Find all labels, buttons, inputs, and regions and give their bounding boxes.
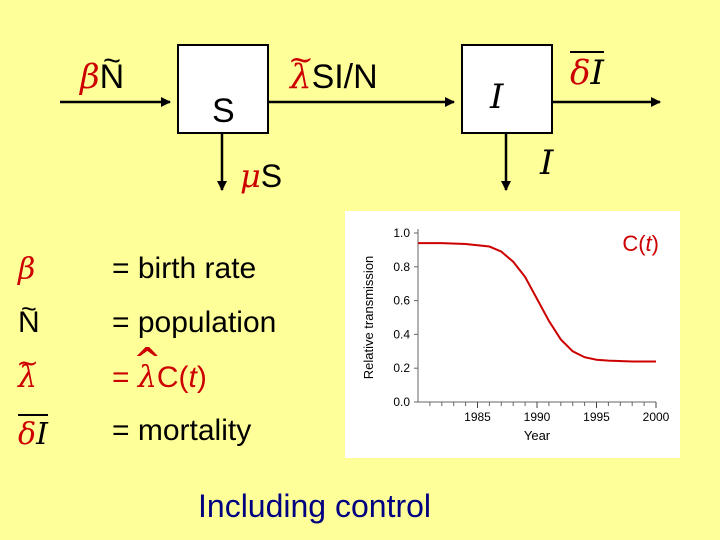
chart-svg: 0.0 0.2 0.4 0.6 0.8 1.0 1985 1990 1995 2000 Year Re…	[361, 226, 670, 443]
infection-term: SI/N	[311, 58, 378, 96]
mu-symbol: μ	[240, 157, 261, 195]
transmission-series-line	[418, 242, 656, 363]
transmission-chart: 0.0 0.2 0.4 0.6 0.8 1.0 1985 1990 1995 2000 Year Re…	[345, 211, 680, 458]
y-tick-label: 0.4	[393, 327, 410, 341]
x-tick-label: 1990	[524, 410, 551, 424]
legend-lambda-eq: =	[112, 361, 138, 394]
legend-lambda-tilde-symbol: λ	[18, 360, 37, 395]
legend-beta-symbol: β	[18, 252, 36, 287]
y-tick-label: 0.6	[393, 294, 410, 308]
lambda-symbol: λ	[290, 60, 312, 94]
legend-delta-symbol: δ	[18, 417, 37, 452]
x-tick-label: 2000	[643, 410, 670, 424]
y-tick-label: 0.0	[393, 395, 410, 409]
infection-flow-label: λSI/N	[290, 60, 378, 94]
legend-delta-var: I	[36, 417, 48, 452]
box-i-var: I	[490, 77, 504, 117]
legend-population-text: = population	[112, 306, 277, 339]
chart-annotation-ct: C(t)	[622, 231, 659, 256]
y-tick-label: 0.8	[393, 260, 410, 274]
natural-death-i-var: I	[540, 143, 554, 183]
footer-caption: Including control	[198, 488, 432, 524]
y-axis-label: Relative transmission	[361, 256, 376, 380]
natural-death-i-label: I	[540, 146, 553, 180]
beta-symbol: β	[80, 57, 100, 97]
mortality-flow-label: δI	[570, 51, 604, 92]
legend-birth-rate-text: = birth rate	[112, 252, 257, 285]
x-tick-label: 1995	[583, 410, 610, 424]
lambda-hat-symbol: λ	[138, 360, 157, 395]
legend-lambda-t: t	[188, 361, 197, 394]
y-tick-label: 1.0	[393, 226, 410, 240]
flow-diagram	[60, 44, 661, 191]
x-axis-label: Year	[524, 428, 551, 443]
box-i-label: I	[490, 80, 503, 114]
legend-mortality-text: = mortality	[112, 414, 252, 447]
mortality-term: δI	[570, 51, 604, 92]
x-tick-label: 1985	[464, 410, 491, 424]
mortality-var: I	[590, 53, 604, 93]
box-s-label: S	[212, 92, 235, 130]
birth-flow-label: βN	[80, 60, 124, 94]
legend-n-tilde-symbol: N	[18, 306, 40, 340]
legend-delta-i-symbol: δI	[18, 414, 48, 452]
y-tick-label: 0.2	[393, 361, 410, 375]
legend-lambda-close: )	[196, 361, 207, 394]
delta-symbol: δ	[570, 53, 591, 93]
natural-death-s-label: μS	[240, 160, 282, 192]
natural-death-s-var: S	[260, 158, 283, 194]
legend-lambda-definition: = λC(t)	[112, 360, 207, 395]
legend-lambda-c-open: C(	[156, 361, 189, 394]
box-i	[461, 44, 553, 134]
n-tilde-var: N	[100, 60, 125, 94]
